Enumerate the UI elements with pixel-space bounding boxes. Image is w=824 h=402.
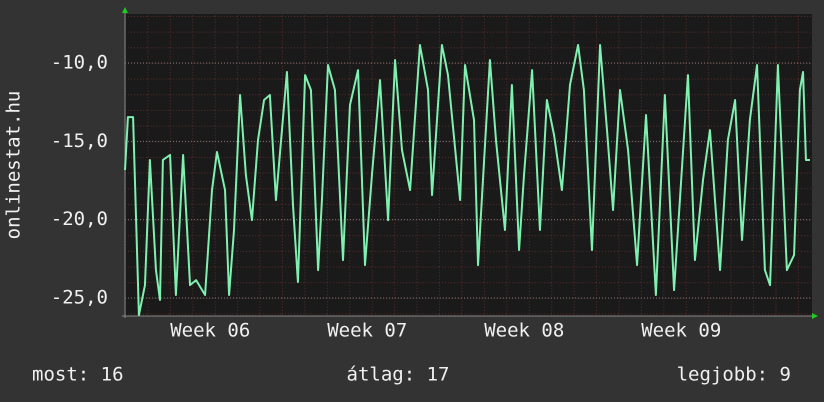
axis-arrow <box>122 7 128 13</box>
y-tick-label: -25,0 <box>51 286 108 308</box>
x-tick-label: Week 09 <box>641 320 721 342</box>
y-tick-label: -20,0 <box>51 208 108 230</box>
axis-arrow <box>812 313 818 319</box>
y-tick-label: -15,0 <box>51 130 108 152</box>
data-line <box>124 44 810 317</box>
x-tick-label: Week 07 <box>327 320 407 342</box>
footer-center: átlag: 17 <box>347 364 450 386</box>
minor-grid <box>125 14 812 316</box>
footer-right: legjobb: 9 <box>677 364 791 386</box>
x-tick-label: Week 08 <box>484 320 564 342</box>
y-axis-label: onlinestat.hu <box>3 91 25 240</box>
y-tick-label: -10,0 <box>51 52 108 74</box>
x-tick-label: Week 06 <box>170 320 250 342</box>
footer-left: most: 16 <box>32 364 124 386</box>
